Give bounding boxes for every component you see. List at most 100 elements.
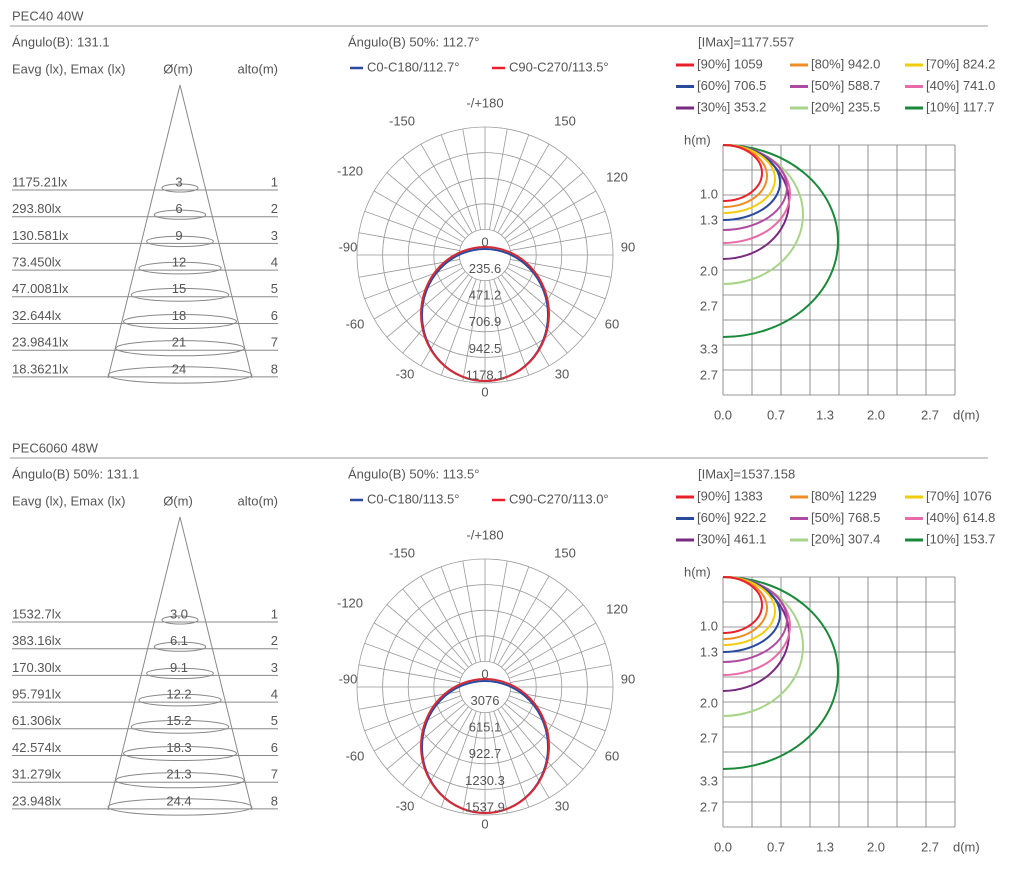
polar-spoke — [364, 642, 462, 679]
x-label: 0.0 — [714, 407, 732, 422]
diameter-label: 3 — [175, 174, 182, 189]
isolux-curve — [722, 576, 839, 770]
polar-spoke — [386, 604, 466, 671]
polar-spoke — [420, 276, 473, 367]
legend-label: C90-C270/113.5° — [509, 59, 609, 74]
y-label: 3.3 — [700, 773, 718, 788]
cone-ring — [161, 183, 199, 193]
radial-label: 235.6 — [469, 261, 502, 276]
imax: [IMax]=1177.557 — [698, 34, 794, 49]
section-title: PEC40 40W — [12, 8, 84, 23]
angle-label: 120 — [606, 601, 628, 616]
cone-ring — [107, 366, 253, 384]
polar-spoke — [508, 695, 606, 732]
polar-spoke — [373, 699, 464, 752]
cone-angle: Ángulo(B) 50%: 131.1 — [12, 466, 139, 481]
y-label: 2.7 — [700, 799, 718, 814]
x-axis-title: d(m) — [953, 839, 980, 854]
x-label: 0.0 — [714, 839, 732, 854]
polar-spoke — [510, 664, 612, 683]
cone-ring — [138, 261, 222, 275]
diameter-label: 6 — [175, 201, 182, 216]
height-label: 2 — [271, 633, 278, 648]
section: PEC6060 48W Ángulo(B) 50%: 131.1 Eavg (lx)… — [10, 440, 995, 854]
diameter-label: 3.0 — [170, 606, 188, 621]
section: PEC40 40W Ángulo(B): 131.1 Eavg (lx), Emax… — [10, 8, 995, 422]
isolux-curve — [722, 144, 804, 285]
x-label: 0.7 — [767, 839, 785, 854]
lux-label: 170.30lx — [12, 660, 62, 675]
lux-label: 32.644lx — [12, 308, 62, 323]
imax: [IMax]=1537.158 — [698, 466, 795, 481]
height-label: 8 — [271, 361, 278, 376]
angle-label: -60 — [346, 748, 365, 763]
lux-label: 42.574lx — [12, 740, 62, 755]
angle-label: -30 — [396, 366, 415, 381]
polar-spoke — [504, 271, 584, 338]
polar-spoke — [510, 232, 612, 251]
angle-label: 150 — [554, 113, 576, 128]
cone-ring — [146, 667, 214, 680]
cone-header: alto(m) — [238, 61, 278, 76]
polar-spoke — [402, 156, 469, 236]
height-label: 6 — [271, 740, 278, 755]
radial-label: 471.2 — [469, 288, 502, 303]
x-axis-title: d(m) — [953, 407, 980, 422]
height-label: 3 — [271, 228, 278, 243]
polar-spoke — [402, 706, 469, 786]
diameter-label: 18.3 — [166, 740, 191, 755]
angle-label: 60 — [605, 748, 619, 763]
y-axis-title: h(m) — [684, 564, 711, 579]
cone-header: Ø(m) — [163, 61, 193, 76]
isolux-curve — [722, 576, 763, 634]
cone-ring — [123, 746, 237, 761]
diameter-label: 12 — [172, 255, 186, 270]
height-label: 7 — [271, 767, 278, 782]
isolux-curve — [722, 576, 781, 653]
x-label: 2.7 — [921, 407, 939, 422]
cone-ring — [130, 719, 230, 734]
lux-label: 1532.7lx — [12, 606, 62, 621]
polar-spoke — [386, 703, 466, 770]
legend-label: [60%] 706.5 — [697, 78, 766, 93]
polar-spoke — [506, 190, 597, 243]
height-label: 2 — [271, 201, 278, 216]
x-label: 2.7 — [921, 839, 939, 854]
lux-label: 47.0081lx — [12, 281, 69, 296]
legend-label: C0-C180/113.5° — [367, 491, 459, 506]
legend-label: [70%] 824.2 — [926, 56, 995, 71]
y-label: 2.7 — [700, 730, 718, 745]
height-label: 5 — [271, 281, 278, 296]
y-label: 1.0 — [700, 618, 718, 633]
polar-spoke — [493, 134, 530, 232]
cone-ring — [138, 693, 222, 707]
height-label: 4 — [271, 255, 278, 270]
angle-label: -150 — [389, 113, 415, 128]
height-label: 8 — [271, 793, 278, 808]
x-label: 1.3 — [816, 407, 834, 422]
cone-header: alto(m) — [238, 493, 278, 508]
polar-spoke — [504, 172, 584, 239]
angle-label: -/+180 — [466, 95, 503, 110]
polar-spoke — [489, 280, 508, 382]
cone-ring — [115, 772, 245, 789]
polar-spoke — [420, 708, 473, 799]
polar-angle: Ángulo(B) 50%: 113.5° — [348, 466, 479, 481]
polar-spoke — [506, 699, 597, 752]
y-label: 2.7 — [700, 298, 718, 313]
cone-ring — [123, 314, 237, 329]
legend-label: [40%] 741.0 — [926, 78, 995, 93]
radial-label: 3076 — [471, 693, 500, 708]
legend-label: [70%] 1076 — [926, 488, 992, 503]
polar-spoke — [508, 210, 606, 247]
polar-spoke — [373, 267, 464, 320]
polar-spoke — [386, 172, 466, 239]
polar-spoke — [501, 156, 568, 236]
height-label: 3 — [271, 660, 278, 675]
diameter-label: 6.1 — [170, 633, 188, 648]
x-label: 2.0 — [867, 407, 885, 422]
angle-label: -90 — [339, 671, 358, 686]
cone-header: Eavg (lx), Emax (lx) — [12, 493, 125, 508]
height-label: 4 — [271, 687, 278, 702]
